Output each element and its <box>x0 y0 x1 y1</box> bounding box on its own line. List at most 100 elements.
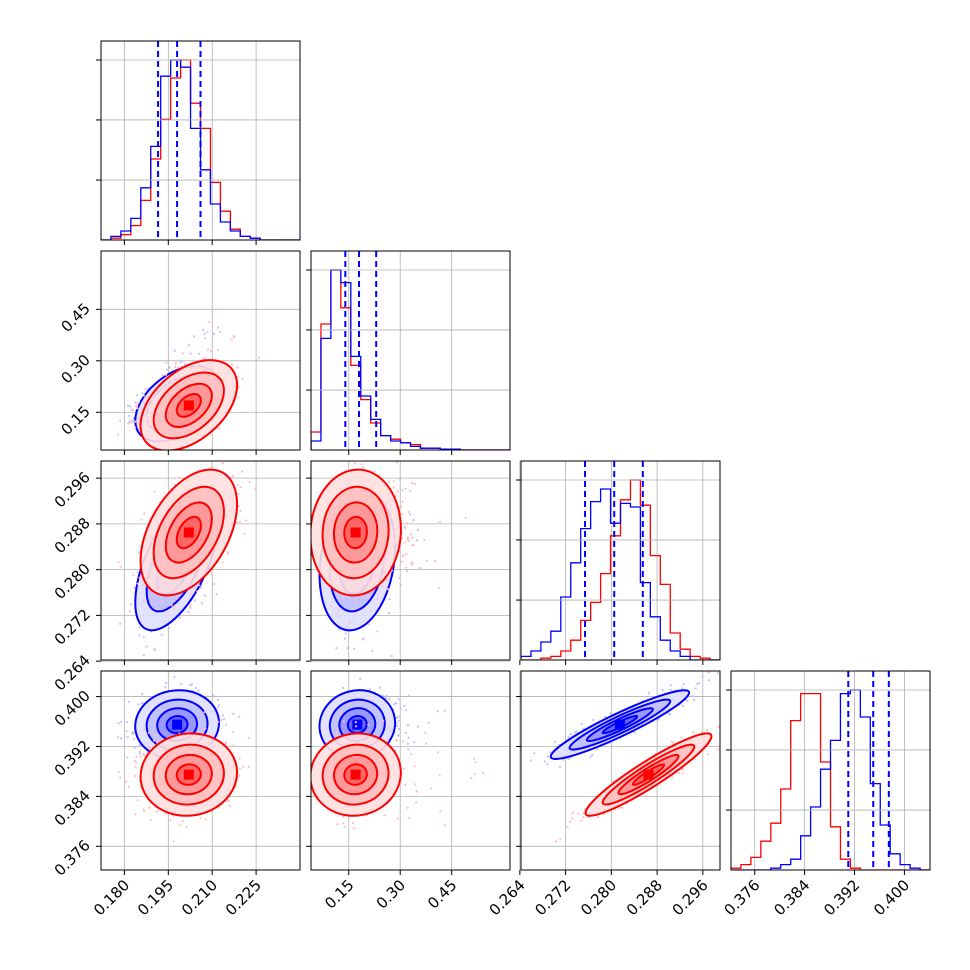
scatter-point <box>127 700 130 703</box>
scatter-point <box>126 736 129 739</box>
scatter-point <box>354 601 358 604</box>
scatter-point <box>174 362 177 365</box>
scatter-point <box>203 594 206 597</box>
scatter-point <box>362 637 365 640</box>
scatter-point <box>360 463 363 466</box>
scatter-point <box>189 606 192 609</box>
scatter-point <box>133 738 136 741</box>
scatter-point <box>371 650 374 653</box>
scatter-point <box>178 824 181 827</box>
scatter-point <box>361 466 365 469</box>
scatter-point <box>350 456 352 458</box>
scatter-point <box>376 630 379 633</box>
scatter-point <box>237 504 240 508</box>
scatter-point <box>405 570 409 573</box>
scatter-point <box>138 576 141 579</box>
contour-red <box>152 371 225 440</box>
scatter-point <box>394 495 397 498</box>
scatter-point <box>387 480 391 483</box>
scatter-point <box>400 505 403 508</box>
scatter-point <box>370 609 373 612</box>
contour-red <box>152 485 225 580</box>
scatter-point <box>414 482 417 485</box>
density-peak-red <box>183 527 194 538</box>
scatter-point <box>119 622 122 625</box>
scatter-point <box>165 373 168 376</box>
scatter-point <box>217 427 220 430</box>
scatter-point <box>399 583 402 587</box>
scatter-point <box>405 566 408 569</box>
contour-red <box>332 501 379 564</box>
scatter-point <box>416 528 419 532</box>
scatter-point <box>212 694 215 697</box>
scatter-point <box>123 780 126 783</box>
scatter-point <box>406 536 409 539</box>
scatter-point <box>404 527 407 530</box>
scatter-point <box>177 366 180 369</box>
scatter-point <box>401 555 404 558</box>
scatter-point <box>142 636 145 639</box>
contour-red <box>175 393 202 418</box>
scatter-point <box>133 586 136 589</box>
scatter-point <box>142 584 145 587</box>
scatter-point <box>120 720 123 723</box>
scatter-point <box>210 466 213 469</box>
scatter-point <box>341 596 344 599</box>
scatter-point <box>131 408 134 411</box>
scatter-point <box>337 628 340 631</box>
scatter-point <box>203 356 206 359</box>
scatter-point <box>173 349 176 352</box>
scatter-point <box>153 648 156 651</box>
scatter-point <box>258 356 261 359</box>
scatter-point <box>404 487 407 490</box>
scatter-point <box>412 519 415 522</box>
scatter-point <box>204 727 207 730</box>
scatter-point <box>185 825 188 829</box>
scatter-point <box>194 686 197 690</box>
scatter-point <box>217 440 219 442</box>
scatter-point <box>231 458 233 460</box>
contour-red <box>175 515 202 550</box>
scatter-point <box>198 352 201 355</box>
scatter-point <box>129 421 132 424</box>
scatter-point <box>119 419 122 422</box>
scatter-point <box>217 349 220 352</box>
scatter-point <box>212 332 215 335</box>
scatter-point <box>136 394 139 397</box>
scatter-point <box>359 664 361 666</box>
scatter-point <box>405 552 408 556</box>
scatter-point <box>218 330 222 333</box>
scatter-point <box>355 597 358 600</box>
scatter-point <box>212 582 215 586</box>
scatter-point <box>222 717 226 721</box>
scatter-point <box>144 388 147 391</box>
scatter-point <box>237 396 240 399</box>
scatter-point <box>165 681 168 685</box>
scatter-point <box>411 482 414 485</box>
scatter-point <box>134 401 137 404</box>
scatter-point <box>236 483 239 486</box>
scatter-point <box>174 365 177 368</box>
scatter-point <box>160 633 163 636</box>
scatter-point <box>136 799 139 802</box>
scatter-point <box>193 599 196 602</box>
scatter-point <box>401 500 404 503</box>
scatter-point <box>146 394 149 397</box>
scatter-point <box>168 366 171 369</box>
scatter-point <box>217 720 220 723</box>
scatter-point <box>239 486 242 489</box>
scatter-point <box>189 684 192 687</box>
scatter-point <box>218 458 220 460</box>
scatter-point <box>231 474 234 478</box>
scatter-point <box>164 812 167 816</box>
scatter-point <box>238 774 241 777</box>
scatter-point <box>137 401 140 404</box>
scatter-point <box>128 610 131 613</box>
scatter-point <box>199 587 202 590</box>
scatter-point <box>244 519 247 522</box>
scatter-point <box>232 334 235 338</box>
scatter-point <box>207 348 210 351</box>
scatter-point <box>399 478 402 481</box>
scatter-point <box>387 588 390 591</box>
scatter-point <box>410 560 413 564</box>
